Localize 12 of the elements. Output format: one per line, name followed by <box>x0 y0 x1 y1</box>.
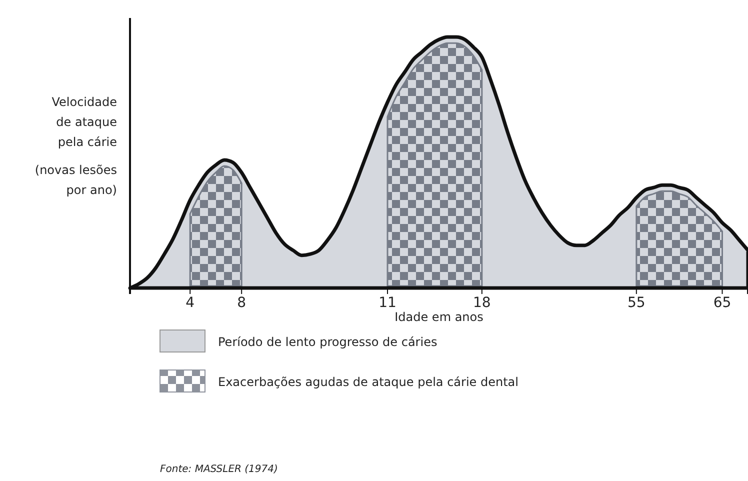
x-tick-label: 65 <box>713 294 732 311</box>
source-note: Fonte: MASSLER (1974) <box>160 464 278 475</box>
x-tick-label: 11 <box>378 294 396 311</box>
x-tick-label: 8 <box>237 294 246 311</box>
x-tick-label: 55 <box>628 294 646 311</box>
x-axis-title: Idade em anos <box>394 310 484 324</box>
text: (novas lesões por ano) <box>34 163 117 197</box>
legend-label: Período de lento progresso de cáries <box>218 335 438 349</box>
y-axis-title: Velocidade de ataque pela cárie <box>52 95 117 149</box>
x-tick-label: 4 <box>186 294 195 311</box>
x-tick-label: 18 <box>473 294 491 311</box>
legend-label: Exacerbações agudas de ataque pela cárie dental <box>218 375 518 389</box>
